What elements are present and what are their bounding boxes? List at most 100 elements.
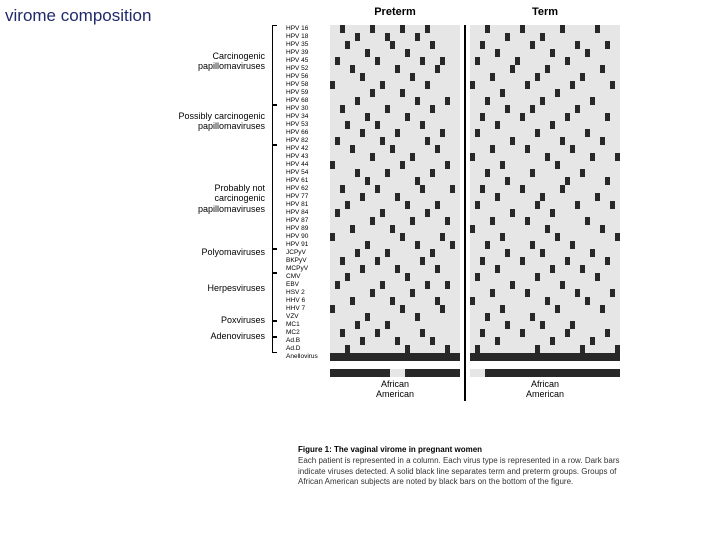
virus-row-label: EBV bbox=[286, 281, 318, 289]
heatmap-cell bbox=[615, 225, 620, 233]
virus-row-label: HPV 82 bbox=[286, 137, 318, 145]
heatmap-cell bbox=[615, 105, 620, 113]
virus-row-label: HPV 66 bbox=[286, 129, 318, 137]
heatmap-cell bbox=[615, 177, 620, 185]
heatmap-cell bbox=[455, 353, 460, 361]
heatmap-cell bbox=[455, 57, 460, 65]
heatmap-cell bbox=[615, 153, 620, 161]
footer-right: AfricanAmerican bbox=[470, 379, 620, 400]
virus-row-label: HPV 91 bbox=[286, 241, 318, 249]
group-label: Carcinogenic papillomaviruses bbox=[165, 51, 265, 72]
virus-row-label: HPV 43 bbox=[286, 153, 318, 161]
virus-row-label: HPV 53 bbox=[286, 121, 318, 129]
heatmap-cell bbox=[615, 337, 620, 345]
virus-row-label: HPV 59 bbox=[286, 89, 318, 97]
heatmap-cell bbox=[455, 121, 460, 129]
title-text: virome composition bbox=[5, 6, 151, 25]
heatmap-cell bbox=[615, 49, 620, 57]
caption-line: indicate viruses detected. A solid black… bbox=[298, 467, 620, 478]
heatmap-cell bbox=[455, 361, 460, 369]
caption-title: Figure 1: The vaginal virome in pregnant… bbox=[298, 445, 620, 456]
heatmap-cell bbox=[615, 265, 620, 273]
heatmap-cell bbox=[615, 249, 620, 257]
virus-row-label: HHV 6 bbox=[286, 297, 318, 305]
page-title: virome composition bbox=[5, 6, 151, 26]
heatmap-cell bbox=[615, 217, 620, 225]
heatmap-cell bbox=[615, 345, 620, 353]
heatmap-cell bbox=[455, 345, 460, 353]
heatmap-cell bbox=[455, 81, 460, 89]
virus-row-label: HPV 34 bbox=[286, 113, 318, 121]
heatmap-cell bbox=[615, 193, 620, 201]
virus-row-label: Anellovirus bbox=[286, 353, 318, 361]
heatmap-cell bbox=[455, 329, 460, 337]
group-label: Poxviruses bbox=[165, 315, 265, 325]
heatmap-term bbox=[470, 25, 620, 401]
heatmap-cell bbox=[455, 25, 460, 33]
heatmap-cell bbox=[455, 73, 460, 81]
virus-row-label bbox=[286, 361, 318, 369]
virus-row-label: Ad.B bbox=[286, 337, 318, 345]
heatmap-cell bbox=[455, 265, 460, 273]
heatmap-cell bbox=[615, 241, 620, 249]
heatmap-cell bbox=[455, 209, 460, 217]
heatmap-cell bbox=[615, 169, 620, 177]
column-headers: Preterm Term bbox=[330, 6, 620, 18]
heatmap-cell bbox=[615, 113, 620, 121]
heatmap-cell bbox=[615, 209, 620, 217]
heatmap-cell bbox=[455, 225, 460, 233]
heatmap-cell bbox=[455, 305, 460, 313]
heatmap-cell bbox=[615, 89, 620, 97]
heatmap-cell bbox=[615, 57, 620, 65]
heatmap-cell bbox=[455, 289, 460, 297]
group-bracket bbox=[272, 25, 277, 105]
footer-labels: AfricanAmerican AfricanAmerican bbox=[330, 379, 620, 400]
heatmap-cell bbox=[615, 129, 620, 137]
heatmap-cell bbox=[615, 41, 620, 49]
heatmap-cell bbox=[615, 321, 620, 329]
heatmap-cell bbox=[455, 337, 460, 345]
heatmap-cell bbox=[455, 193, 460, 201]
heatmap-cell bbox=[455, 273, 460, 281]
heatmap-cell bbox=[455, 241, 460, 249]
heatmap-cell bbox=[615, 281, 620, 289]
heatmap-cell bbox=[455, 217, 460, 225]
group-bracket bbox=[272, 145, 277, 249]
virus-row-label: HPV 30 bbox=[286, 105, 318, 113]
heatmap-cell bbox=[615, 353, 620, 361]
footer-left: AfricanAmerican bbox=[330, 379, 460, 400]
heatmap-cell bbox=[615, 369, 620, 377]
heatmap-cell bbox=[615, 289, 620, 297]
heatmap-cell bbox=[615, 185, 620, 193]
heatmap-cell bbox=[615, 145, 620, 153]
virus-row-label: HSV 2 bbox=[286, 289, 318, 297]
group-label: Probably not carcinogenic papillomavirus… bbox=[165, 183, 265, 214]
virus-row-label: HPV 62 bbox=[286, 185, 318, 193]
heatmap-cell bbox=[615, 201, 620, 209]
virus-row-label: BKPyV bbox=[286, 257, 318, 265]
virus-row-label: HPV 81 bbox=[286, 201, 318, 209]
heatmap-cell bbox=[455, 297, 460, 305]
group-bracket bbox=[272, 105, 277, 145]
group-bracket bbox=[272, 321, 277, 337]
virus-row-label: HPV 56 bbox=[286, 73, 318, 81]
heatmap-cell bbox=[455, 145, 460, 153]
virus-row-label: HPV 44 bbox=[286, 161, 318, 169]
group-bracket bbox=[272, 273, 277, 321]
heatmap-cell bbox=[455, 313, 460, 321]
group-label: Polyomaviruses bbox=[165, 247, 265, 257]
virus-row-label bbox=[286, 377, 318, 385]
virus-row-label: JCPyV bbox=[286, 249, 318, 257]
heatmap-cell bbox=[615, 305, 620, 313]
group-label: Herpesviruses bbox=[165, 283, 265, 293]
heatmap-cell bbox=[455, 321, 460, 329]
virus-row-label: HPV 68 bbox=[286, 97, 318, 105]
heatmap-cell bbox=[455, 153, 460, 161]
heatmap-preterm bbox=[330, 25, 460, 401]
virus-row-label: HPV 42 bbox=[286, 145, 318, 153]
row-labels: HPV 16HPV 18HPV 35HPV 39HPV 45HPV 52HPV … bbox=[286, 25, 318, 401]
virus-row-label: HPV 90 bbox=[286, 233, 318, 241]
virus-row-label: HPV 39 bbox=[286, 49, 318, 57]
virus-row-label: HPV 77 bbox=[286, 193, 318, 201]
heatmap-cell bbox=[455, 161, 460, 169]
